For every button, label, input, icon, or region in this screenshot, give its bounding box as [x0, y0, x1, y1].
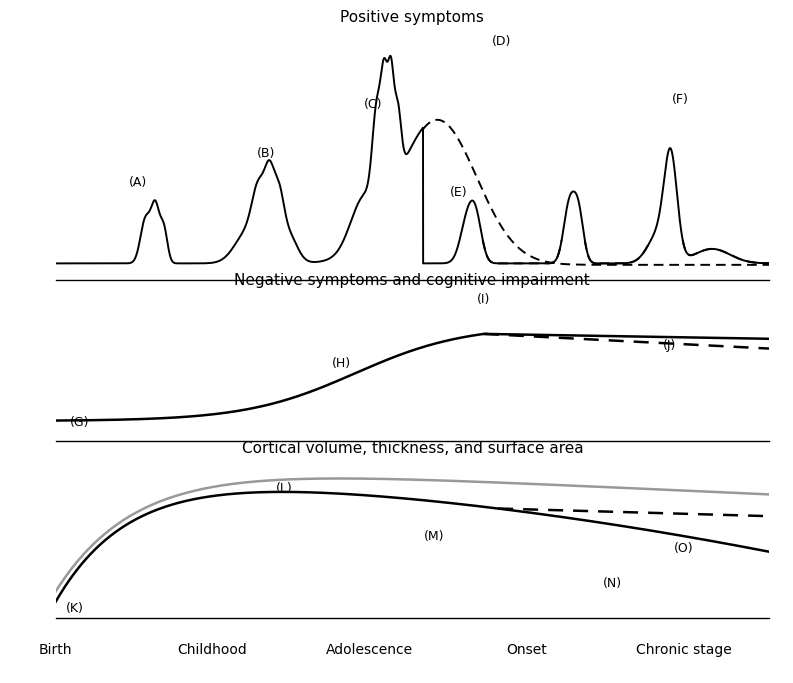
Text: (K): (K): [67, 602, 84, 615]
Text: (I): (I): [477, 292, 490, 305]
Text: Birth: Birth: [39, 643, 72, 657]
Text: (F): (F): [672, 94, 688, 107]
Text: (A): (A): [128, 176, 147, 189]
Text: (J): (J): [663, 339, 676, 352]
Title: Positive symptoms: Positive symptoms: [340, 10, 485, 25]
Text: Chronic stage: Chronic stage: [636, 643, 731, 657]
Text: (H): (H): [331, 357, 351, 370]
Text: Adolescence: Adolescence: [326, 643, 413, 657]
Title: Negative symptoms and cognitive impairment: Negative symptoms and cognitive impairme…: [235, 273, 590, 288]
Text: (B): (B): [257, 147, 275, 160]
Text: (C): (C): [364, 98, 382, 111]
Text: (L): (L): [275, 482, 293, 495]
Text: (G): (G): [70, 416, 90, 429]
Title: Cortical volume, thickness, and surface area: Cortical volume, thickness, and surface …: [242, 441, 583, 456]
Text: (E): (E): [450, 186, 468, 199]
Text: (O): (O): [674, 542, 693, 555]
Text: Onset: Onset: [506, 643, 547, 657]
Text: (M): (M): [423, 529, 444, 542]
Text: (D): (D): [492, 36, 511, 48]
Text: (N): (N): [603, 576, 622, 589]
Text: Childhood: Childhood: [178, 643, 247, 657]
